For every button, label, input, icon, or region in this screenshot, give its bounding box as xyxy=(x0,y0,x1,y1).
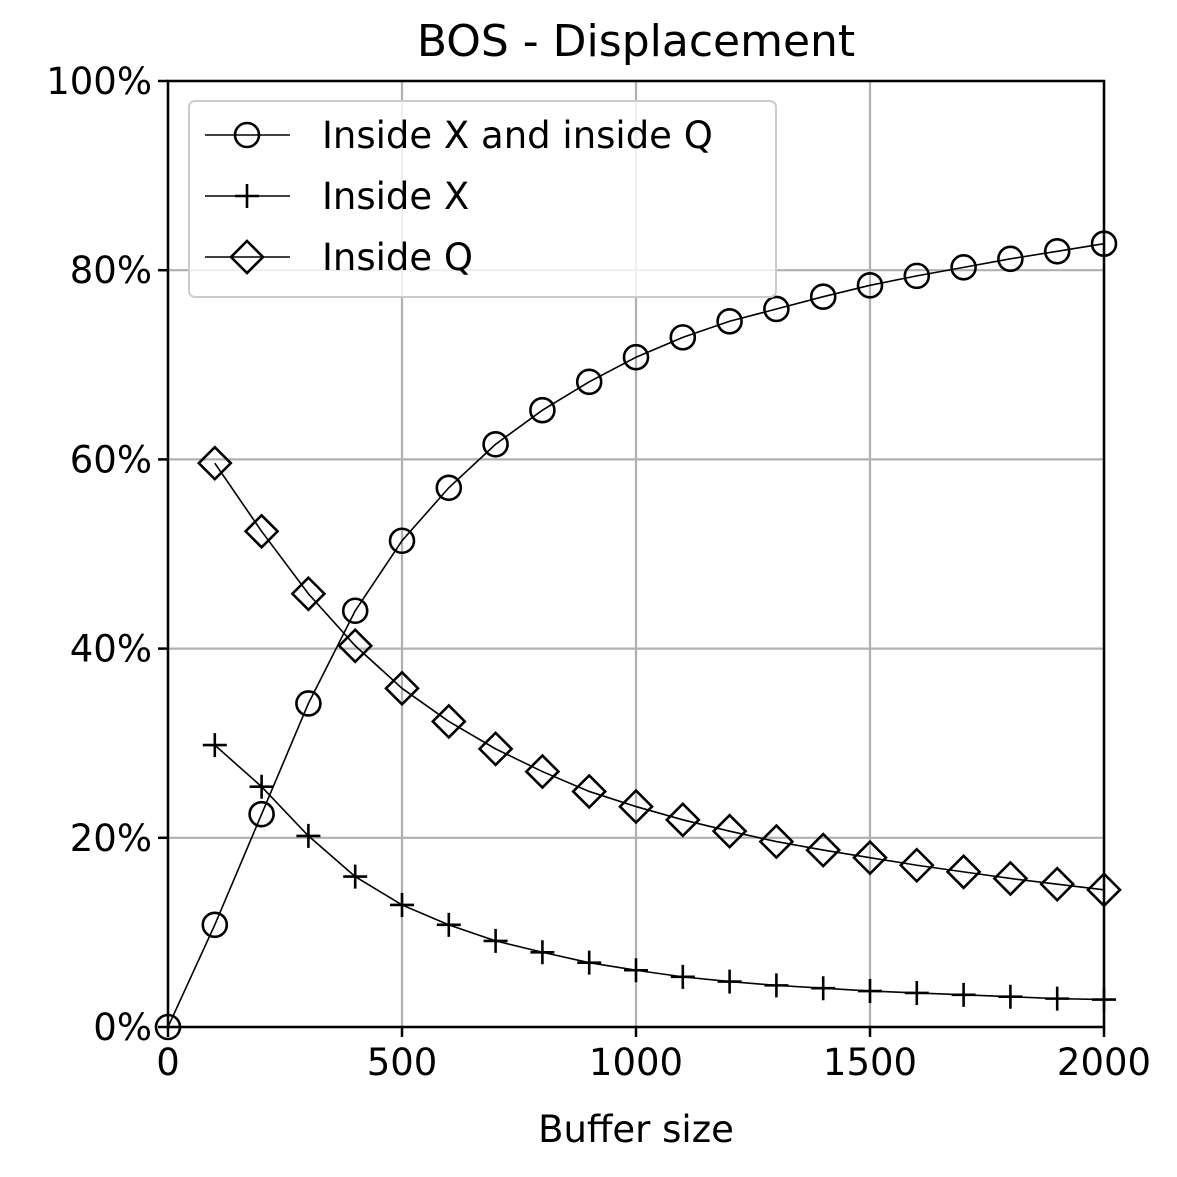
legend-label: Inside X and inside Q xyxy=(322,114,713,157)
data-point-circle xyxy=(575,368,603,396)
data-point-plus xyxy=(624,958,648,983)
y-tick-label: 100% xyxy=(46,60,152,103)
series-0 xyxy=(154,230,1118,1041)
data-point-diamond xyxy=(852,839,888,876)
data-point-diamond xyxy=(992,860,1029,897)
data-point-circle xyxy=(388,527,416,555)
legend-label: Inside Q xyxy=(322,236,473,279)
y-tick-label: 20% xyxy=(70,817,152,860)
data-point-circle xyxy=(950,254,977,281)
data-point-plus xyxy=(296,823,321,848)
legend-marker-circle xyxy=(233,121,261,149)
data-point-diamond xyxy=(430,703,467,740)
x-tick-label: 2000 xyxy=(1057,1041,1151,1084)
legend-entry-2: Inside Q xyxy=(205,236,473,279)
data-point-circle xyxy=(341,597,369,625)
data-point-circle xyxy=(201,911,229,939)
x-tick-label: 1000 xyxy=(589,1041,683,1084)
legend-box xyxy=(188,100,777,298)
legend-marker-diamond xyxy=(229,239,265,275)
data-point-diamond xyxy=(618,788,654,825)
x-tick-label: 500 xyxy=(367,1041,438,1084)
data-point-plus xyxy=(904,980,929,1005)
series-line xyxy=(167,242,1105,1028)
data-point-plus xyxy=(530,940,555,965)
data-point-plus xyxy=(577,950,602,975)
data-point-diamond xyxy=(477,731,514,767)
legend-entries: Inside X and inside Q Inside X Inside Q xyxy=(205,114,713,279)
data-point-plus xyxy=(436,912,461,937)
x-axis-label: Buffer size xyxy=(538,1108,734,1151)
x-tick-label: 0 xyxy=(156,1041,180,1084)
data-point-circle xyxy=(716,307,743,335)
data-point-diamond xyxy=(711,813,748,850)
data-point-diamond xyxy=(898,847,935,884)
data-point-circle xyxy=(997,245,1024,273)
data-point-diamond xyxy=(290,575,327,612)
data-point-diamond xyxy=(664,801,701,838)
data-point-plus xyxy=(1045,986,1070,1011)
y-tick-label: 0% xyxy=(93,1006,152,1049)
legend: Inside X and inside Q Inside X Inside Q xyxy=(188,100,777,298)
data-point-plus xyxy=(764,973,789,998)
data-point-diamond xyxy=(758,823,795,860)
data-point-circle xyxy=(248,800,275,828)
data-point-diamond xyxy=(384,670,420,707)
legend-marker-plus xyxy=(235,184,259,208)
data-point-circle xyxy=(529,396,556,424)
x-tick-label: 1500 xyxy=(823,1041,917,1084)
data-point-plus xyxy=(249,774,274,799)
data-point-circle xyxy=(622,343,650,371)
chart-title: BOS - Displacement xyxy=(417,16,855,67)
data-point-diamond xyxy=(524,753,561,790)
data-point-diamond xyxy=(337,627,374,664)
y-tick-label: 80% xyxy=(70,249,152,292)
legend-entry-0: Inside X and inside Q xyxy=(205,114,713,157)
y-tick-label: 60% xyxy=(70,438,152,481)
data-point-diamond xyxy=(243,513,280,550)
data-point-circle xyxy=(903,262,931,290)
data-point-plus xyxy=(717,969,742,994)
data-point-plus xyxy=(998,984,1023,1009)
data-point-circle xyxy=(809,283,837,310)
data-point-circle xyxy=(435,474,463,502)
data-point-plus xyxy=(951,982,976,1007)
data-point-plus xyxy=(390,892,414,917)
data-point-diamond xyxy=(571,773,608,810)
data-point-diamond xyxy=(1039,866,1076,902)
data-point-plus xyxy=(670,964,695,989)
data-point-diamond xyxy=(945,854,982,890)
data-point-diamond xyxy=(196,445,233,482)
legend-label: Inside X xyxy=(322,175,469,218)
series-layer xyxy=(154,230,1122,1041)
data-point-circle xyxy=(1043,237,1071,265)
data-point-diamond xyxy=(805,832,842,868)
data-point-plus xyxy=(343,864,368,889)
y-tick-label: 40% xyxy=(70,628,152,671)
axis-ticks: 0 500 1000 1500 2000 0% 20% 40% 60% 80% 100% xyxy=(46,60,1151,1084)
data-point-circle xyxy=(669,324,697,351)
data-point-plus xyxy=(858,979,882,1004)
legend-entry-1: Inside X xyxy=(205,175,469,218)
data-point-circle xyxy=(856,272,884,299)
data-point-circle xyxy=(482,430,509,458)
data-point-circle xyxy=(295,690,322,717)
data-point-plus xyxy=(811,976,836,1001)
data-point-circle xyxy=(763,295,790,323)
data-point-plus xyxy=(483,928,508,953)
data-point-plus xyxy=(202,733,227,758)
